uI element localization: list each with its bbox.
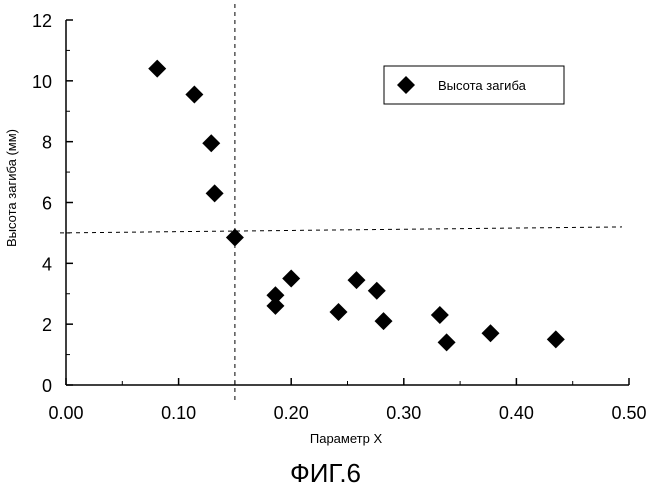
data-point-diamond <box>368 282 386 300</box>
data-point-diamond <box>266 297 284 315</box>
data-point-diamond <box>148 60 166 78</box>
x-tick-label: 0.00 <box>48 403 83 423</box>
legend: Высота загиба <box>384 66 564 104</box>
scatter-chart: 0.00 0.10 0.20 0.30 0.40 0.50 0 2 4 6 8 10 12 Парам… <box>0 0 651 455</box>
data-point-diamond <box>282 270 300 288</box>
y-tick-label: 2 <box>42 315 52 335</box>
y-tick-label: 0 <box>42 376 52 396</box>
x-tick-label: 0.20 <box>274 403 309 423</box>
data-point-diamond <box>206 184 224 202</box>
x-tick-label: 0.40 <box>499 403 534 423</box>
x-tick-label: 0.10 <box>161 403 196 423</box>
data-point-diamond <box>329 303 347 321</box>
horizontal-reference-line <box>60 227 622 233</box>
data-point-diamond <box>431 306 449 324</box>
data-point-diamond <box>375 312 393 330</box>
y-axis-title: Высота загиба (мм) <box>4 129 19 247</box>
y-tick-label: 12 <box>32 11 52 31</box>
figure-caption: ФИГ.6 <box>0 458 651 489</box>
data-point-diamond <box>547 330 565 348</box>
y-tick-label: 8 <box>42 133 52 153</box>
data-point-diamond <box>348 271 366 289</box>
x-axis-title: Параметр X <box>310 431 383 446</box>
x-tick-label: 0.30 <box>386 403 421 423</box>
y-tick-label: 6 <box>42 194 52 214</box>
y-axis-ticks: 0 2 4 6 8 10 12 <box>32 11 73 396</box>
plot-area <box>60 4 629 404</box>
x-tick-label: 0.50 <box>611 403 646 423</box>
legend-label: Высота загиба <box>438 78 527 93</box>
data-point-diamond <box>202 134 220 152</box>
y-tick-label: 4 <box>42 254 52 274</box>
data-point-diamond <box>185 86 203 104</box>
data-point-diamond <box>438 333 456 351</box>
data-point-diamond <box>482 324 500 342</box>
y-tick-label: 10 <box>32 72 52 92</box>
